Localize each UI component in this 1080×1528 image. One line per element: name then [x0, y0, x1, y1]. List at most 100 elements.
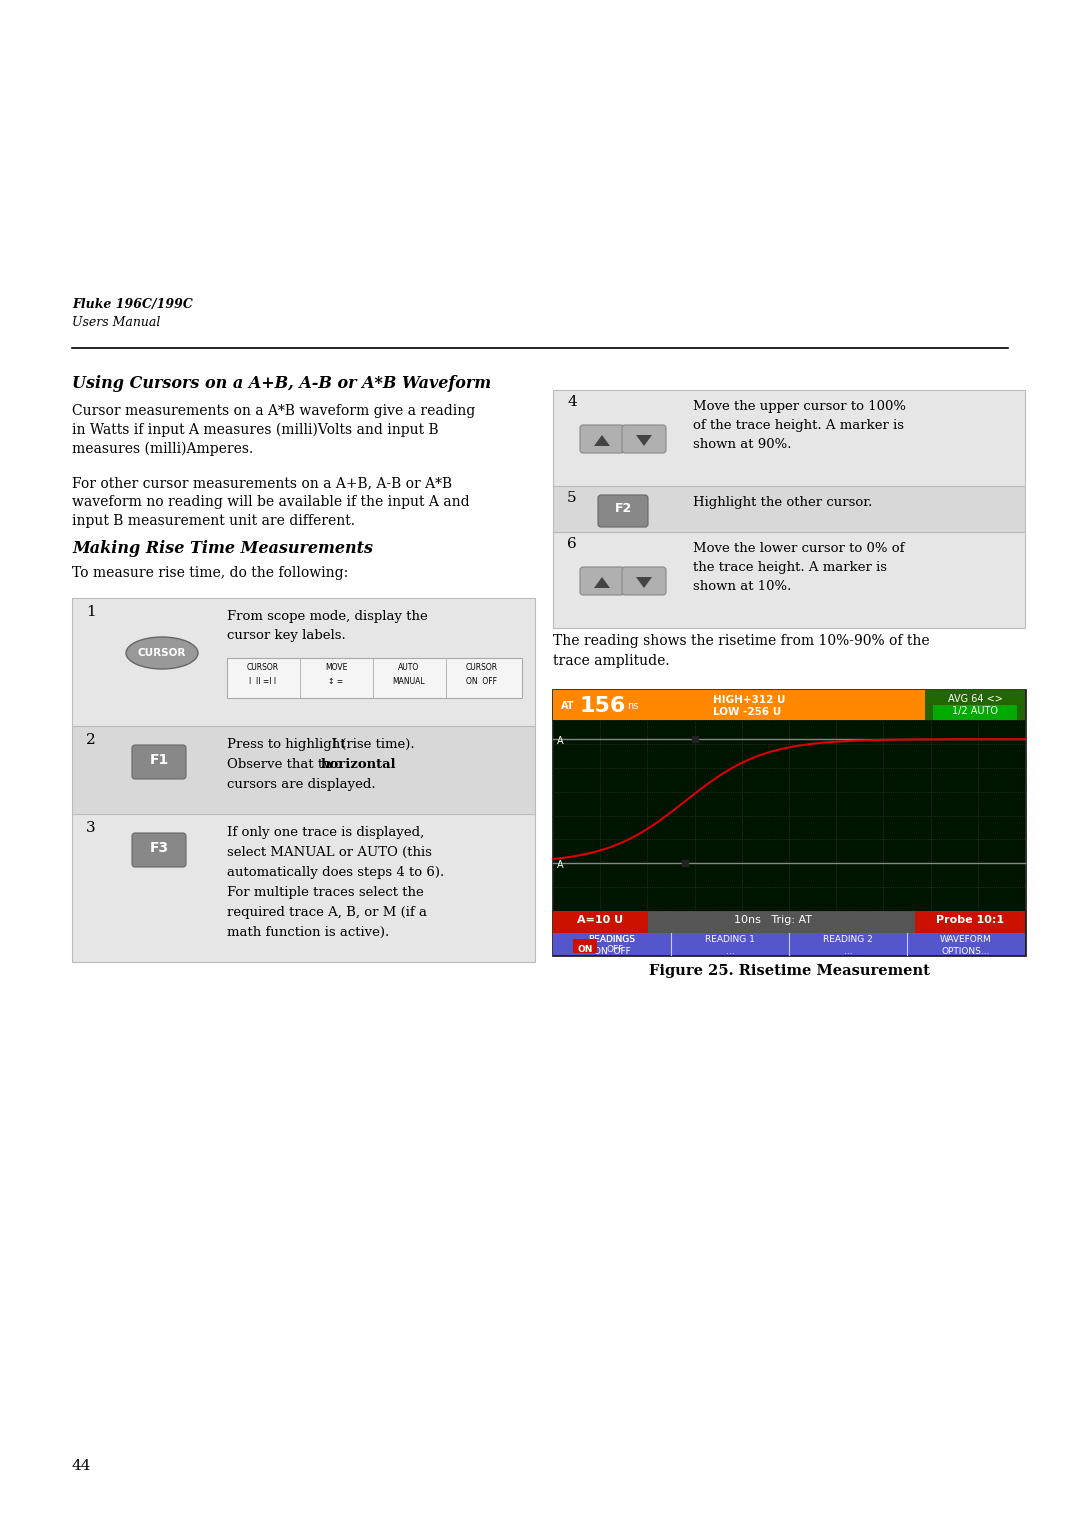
Text: ON: ON [578, 944, 593, 953]
Text: CURSOR: CURSOR [138, 648, 186, 659]
Text: Users Manual: Users Manual [72, 316, 160, 329]
Polygon shape [636, 578, 652, 588]
Text: Probe 10:1: Probe 10:1 [936, 915, 1004, 924]
Bar [72, 726, 535, 814]
Text: cursor key labels.: cursor key labels. [227, 630, 346, 642]
Text: trace amplitude.: trace amplitude. [553, 654, 670, 668]
Text: input B measurement unit are different.: input B measurement unit are different. [72, 513, 355, 529]
Text: 4: 4 [567, 396, 577, 410]
Bar [553, 486, 1025, 532]
Bar [553, 390, 1025, 628]
Text: select MANUAL or AUTO (this: select MANUAL or AUTO (this [227, 847, 432, 859]
Text: of the trace height. A marker is: of the trace height. A marker is [693, 419, 904, 432]
Text: 3: 3 [86, 821, 96, 834]
Text: Making Rise Time Measurements: Making Rise Time Measurements [72, 539, 373, 558]
FancyBboxPatch shape [580, 425, 624, 452]
Text: Observe that two: Observe that two [227, 758, 347, 772]
Text: I  II =I I: I II =I I [249, 677, 276, 686]
Text: ...: ... [726, 947, 734, 957]
Text: Move the upper cursor to 100%: Move the upper cursor to 100% [693, 400, 906, 413]
Text: CURSOR: CURSOR [247, 663, 279, 672]
Text: HIGH+312 U: HIGH+312 U [713, 695, 785, 704]
Text: in Watts if input A measures (milli)Volts and input B: in Watts if input A measures (milli)Volt… [72, 423, 438, 437]
Ellipse shape [126, 637, 198, 669]
Text: For other cursor measurements on a A+B, A-B or A*B: For other cursor measurements on a A+B, … [72, 477, 453, 490]
Bar [553, 691, 1025, 955]
Bar [553, 691, 1025, 720]
Text: F3: F3 [149, 840, 168, 856]
Bar [553, 911, 648, 934]
Text: OPTIONS...: OPTIONS... [942, 947, 990, 957]
Text: Cursor measurements on a A*B waveform give a reading: Cursor measurements on a A*B waveform gi… [72, 403, 475, 419]
Text: 2: 2 [86, 733, 96, 747]
Text: Figure 25. Risetime Measurement: Figure 25. Risetime Measurement [649, 964, 930, 978]
Bar [72, 597, 535, 963]
Text: 10ns   Trig: AT: 10ns Trig: AT [734, 915, 812, 924]
Text: The reading shows the risetime from 10%-90% of the: The reading shows the risetime from 10%-… [553, 634, 930, 648]
Text: MOVE: MOVE [325, 663, 347, 672]
Text: automatically does steps 4 to 6).: automatically does steps 4 to 6). [227, 866, 444, 879]
Text: 1: 1 [86, 605, 96, 619]
Text: Move the lower cursor to 0% of: Move the lower cursor to 0% of [693, 542, 905, 555]
Text: the trace height. A marker is: the trace height. A marker is [693, 561, 887, 575]
Text: waveform no reading will be available if the input A and: waveform no reading will be available if… [72, 495, 470, 509]
FancyBboxPatch shape [132, 746, 186, 779]
Text: 156: 156 [579, 695, 625, 717]
Text: ON  OFF: ON OFF [594, 947, 631, 957]
Bar [553, 532, 1025, 628]
Text: To measure rise time, do the following:: To measure rise time, do the following: [72, 565, 348, 581]
Text: READING 2: READING 2 [823, 935, 873, 944]
Bar [915, 911, 1025, 934]
Text: math function is active).: math function is active). [227, 926, 389, 940]
Text: AVG 64 <>: AVG 64 <> [947, 694, 1002, 704]
Bar [924, 691, 1025, 720]
Text: Using Cursors on a A+B, A-B or A*B Waveform: Using Cursors on a A+B, A-B or A*B Wavef… [72, 374, 491, 393]
FancyBboxPatch shape [580, 567, 624, 594]
Bar [227, 659, 522, 698]
Text: 1/2 AUTO: 1/2 AUTO [951, 706, 998, 717]
Text: 44: 44 [72, 1459, 92, 1473]
Text: WAVEFORM: WAVEFORM [940, 935, 991, 944]
Text: ns: ns [627, 701, 638, 711]
Text: READINGS: READINGS [589, 935, 635, 944]
Bar [72, 597, 535, 726]
Text: READINGS: READINGS [589, 935, 635, 944]
Text: A: A [557, 736, 564, 746]
Text: ON  OFF: ON OFF [467, 677, 498, 686]
FancyBboxPatch shape [132, 833, 186, 866]
Text: For multiple traces select the: For multiple traces select the [227, 886, 423, 898]
Polygon shape [594, 578, 610, 588]
Text: LOW -256 U: LOW -256 U [713, 707, 781, 717]
Text: F1: F1 [149, 753, 168, 767]
Bar [72, 814, 535, 963]
Text: CURSOR: CURSOR [465, 663, 498, 672]
Bar [553, 911, 1025, 934]
Text: 5: 5 [567, 490, 577, 504]
Text: AUTO: AUTO [399, 663, 420, 672]
Polygon shape [594, 435, 610, 446]
FancyBboxPatch shape [622, 425, 666, 452]
Text: Highlight the other cursor.: Highlight the other cursor. [693, 497, 873, 509]
Text: Fluke 196C/199C: Fluke 196C/199C [72, 298, 193, 312]
Text: AT: AT [561, 701, 575, 711]
Text: Ⅰ: Ⅰ [332, 738, 337, 750]
Bar [933, 704, 1017, 720]
Text: ↕ =: ↕ = [328, 677, 343, 686]
Text: Press to highlight: Press to highlight [227, 738, 350, 750]
Text: A: A [557, 860, 564, 871]
Text: 6: 6 [567, 536, 577, 552]
Text: MANUAL: MANUAL [393, 677, 426, 686]
Text: A=10 U: A=10 U [577, 915, 623, 924]
Text: shown at 10%.: shown at 10%. [693, 581, 792, 593]
Bar [553, 720, 1025, 911]
Bar [573, 940, 597, 953]
Text: OFF: OFF [606, 944, 623, 953]
Bar [553, 934, 1025, 955]
FancyBboxPatch shape [598, 495, 648, 527]
FancyBboxPatch shape [622, 567, 666, 594]
Text: measures (milli)Amperes.: measures (milli)Amperes. [72, 442, 253, 455]
Text: (rise time).: (rise time). [337, 738, 415, 750]
Text: F2: F2 [615, 503, 632, 515]
Text: If only one trace is displayed,: If only one trace is displayed, [227, 827, 424, 839]
Text: horizontal: horizontal [321, 758, 396, 772]
